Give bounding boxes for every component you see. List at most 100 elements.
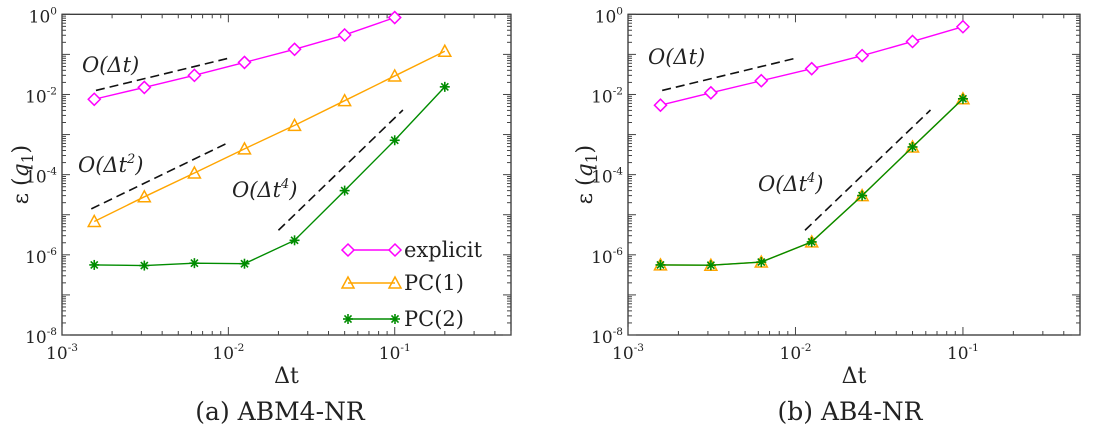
series-line bbox=[94, 86, 446, 267]
data-point bbox=[955, 19, 971, 34]
data-point bbox=[439, 81, 450, 92]
data-point bbox=[857, 190, 868, 201]
data-point bbox=[907, 141, 918, 152]
data-point bbox=[287, 42, 302, 57]
data-point bbox=[339, 185, 350, 196]
data-point bbox=[237, 55, 252, 70]
data-point bbox=[389, 135, 400, 146]
star-stroke bbox=[190, 259, 199, 268]
series-star bbox=[655, 93, 968, 271]
data-point bbox=[754, 73, 769, 88]
x-tick-label: 10-3 bbox=[612, 342, 644, 364]
y-tick-label: 100 bbox=[29, 5, 57, 27]
legend-marker bbox=[387, 275, 403, 289]
y-tick-label: 10-6 bbox=[25, 246, 57, 268]
data-point bbox=[237, 141, 252, 155]
y-tick-label: 100 bbox=[595, 5, 623, 27]
star-stroke bbox=[440, 82, 449, 91]
reference-line bbox=[90, 141, 229, 210]
data-point bbox=[137, 189, 152, 203]
chart-panel-a: 10-3 10-2 10-1 100 10-2 10-4 10-6 10-8 Δt ε (q1) (… bbox=[9, 5, 512, 426]
reference-line bbox=[95, 57, 229, 92]
x-axis-title: Δt bbox=[842, 364, 867, 389]
data-point bbox=[957, 93, 968, 104]
data-point bbox=[189, 258, 200, 269]
star-stroke bbox=[858, 191, 867, 200]
reference-line-label: O(Δt2) bbox=[78, 152, 144, 177]
star-stroke bbox=[757, 257, 766, 267]
y-axis-title: ε (q1) bbox=[573, 145, 601, 204]
reference-line bbox=[277, 109, 404, 231]
star-stroke bbox=[706, 261, 715, 270]
reference-line-label: O(Δt) bbox=[82, 53, 139, 77]
data-point bbox=[137, 80, 152, 95]
legend: explicit PC(1) PC(2) bbox=[340, 238, 483, 331]
x-axis-title: Δt bbox=[274, 364, 299, 389]
y-tick-label: 10-8 bbox=[25, 326, 57, 348]
data-point bbox=[437, 43, 453, 57]
data-point bbox=[337, 27, 352, 43]
data-point bbox=[287, 117, 302, 132]
data-point bbox=[804, 61, 819, 76]
y-tick-label: 10-8 bbox=[591, 326, 623, 348]
data-point bbox=[806, 236, 817, 247]
legend-marker bbox=[340, 242, 356, 258]
star-stroke bbox=[90, 260, 99, 270]
data-point bbox=[187, 165, 202, 179]
legend-marker bbox=[340, 275, 356, 289]
y-tick-label: 10-6 bbox=[591, 246, 623, 268]
series-diamond bbox=[653, 19, 971, 113]
reference-line-label: O(Δt4) bbox=[232, 177, 298, 202]
star-stroke bbox=[958, 94, 968, 103]
y-tick-label: 10-4 bbox=[591, 166, 623, 188]
x-tick-label: 10-2 bbox=[780, 342, 812, 364]
x-tick-label: 10-2 bbox=[212, 342, 244, 364]
data-point bbox=[703, 85, 718, 100]
data-point bbox=[86, 213, 102, 228]
data-point bbox=[139, 260, 150, 271]
series-line bbox=[93, 50, 446, 223]
legend-item: explicit bbox=[340, 238, 483, 262]
star-stroke bbox=[240, 259, 249, 268]
data-point bbox=[87, 92, 102, 107]
data-point bbox=[705, 260, 716, 271]
star-stroke bbox=[290, 236, 299, 245]
star-stroke bbox=[340, 186, 349, 195]
data-point bbox=[905, 34, 920, 49]
reference-line-label: O(Δt) bbox=[648, 45, 705, 69]
y-tick-label: 10-2 bbox=[25, 85, 57, 107]
star-stroke bbox=[343, 314, 353, 324]
legend-label: explicit bbox=[404, 238, 483, 262]
data-point bbox=[855, 48, 870, 63]
legend-item: PC(2) bbox=[343, 307, 464, 331]
legend-marker bbox=[387, 242, 403, 258]
data-point bbox=[337, 93, 352, 107]
y-tick-label: 10-2 bbox=[591, 85, 623, 107]
y-tick-label: 10-4 bbox=[25, 166, 57, 188]
series-PC(2) bbox=[89, 81, 450, 271]
panel-caption: (a) ABM4-NR bbox=[195, 397, 366, 426]
star-stroke bbox=[807, 237, 816, 247]
x-tick-label: 10-1 bbox=[947, 342, 979, 364]
legend-marker bbox=[343, 314, 353, 324]
data-point bbox=[289, 235, 300, 246]
reference-line bbox=[661, 57, 796, 92]
star-stroke bbox=[908, 142, 917, 152]
data-point bbox=[239, 258, 250, 269]
chart-panel-b: 10-3 10-2 10-1 100 10-2 10-4 10-6 10-8 Δt ε (q1) (… bbox=[573, 5, 1081, 426]
data-point bbox=[653, 98, 668, 113]
reference-line bbox=[804, 109, 932, 231]
data-point bbox=[89, 259, 100, 270]
series-PC(1) bbox=[86, 43, 453, 228]
legend-marker bbox=[390, 314, 400, 324]
x-tick-label: 10-1 bbox=[379, 342, 411, 364]
legend-label: PC(1) bbox=[404, 271, 464, 295]
data-point bbox=[387, 68, 402, 82]
legend-item: PC(1) bbox=[340, 271, 464, 295]
star-stroke bbox=[390, 314, 400, 324]
panel-caption: (b) AB4-NR bbox=[778, 397, 924, 426]
series-explicit bbox=[87, 10, 402, 107]
reference-line-label: O(Δt4) bbox=[758, 171, 824, 196]
data-point bbox=[187, 68, 202, 83]
